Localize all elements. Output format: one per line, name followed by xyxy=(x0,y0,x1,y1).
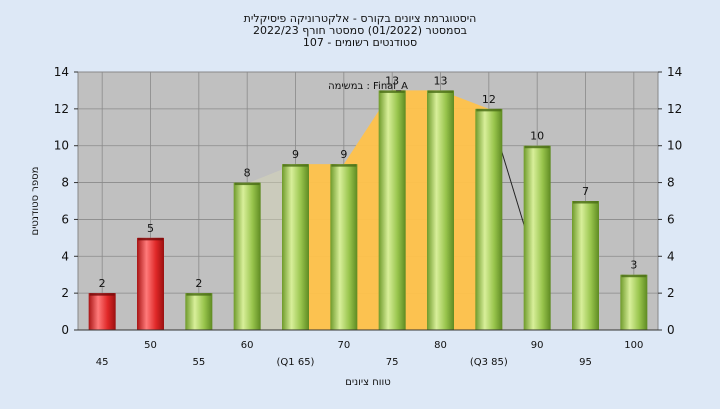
y-tick-right-4: 4 xyxy=(667,249,675,263)
y-tick-left-8: 8 xyxy=(61,176,69,190)
y-tick-right-6: 6 xyxy=(667,212,675,226)
bar-cap-95 xyxy=(573,201,598,204)
y-axis-label: מספר סטודנטים xyxy=(30,167,41,236)
x-tick-label-4: (Q1 65) xyxy=(277,357,315,368)
x-tick-label-3: 60 xyxy=(241,340,254,351)
bar-cap-(Q1 65) xyxy=(283,164,308,167)
bar-50 xyxy=(137,237,164,330)
data-label-55: 2 xyxy=(195,277,202,290)
data-label-95: 7 xyxy=(582,185,589,198)
x-tick-label-8: (Q3 85) xyxy=(470,357,508,368)
x-tick-label-5: 70 xyxy=(337,340,350,351)
bar-80 xyxy=(427,90,454,330)
chart-title-line-1: היסטוגרמת ציונים בקורס - אלקטרוניקה פיסי… xyxy=(244,12,477,25)
data-label-90: 10 xyxy=(530,130,544,143)
data-label-45: 2 xyxy=(99,277,106,290)
y-tick-left-0: 0 xyxy=(61,323,69,337)
bar-cap-60 xyxy=(234,182,260,186)
bar-45 xyxy=(88,293,116,330)
bar-55 xyxy=(185,293,213,330)
y-tick-right-10: 10 xyxy=(667,139,682,153)
x-tick-label-1: 50 xyxy=(144,340,157,351)
data-label-80: 13 xyxy=(434,74,448,87)
y-tick-right-0: 0 xyxy=(667,323,675,337)
x-tick-label-9: 90 xyxy=(531,340,544,351)
chart-title-line-2: בסמסטר (01/2022) סמסטר חורף 2022/23 xyxy=(253,24,467,37)
y-tick-left-2: 2 xyxy=(61,286,69,300)
y-tick-left-6: 6 xyxy=(61,212,69,226)
bar-90 xyxy=(523,145,551,330)
bar-cap-(Q3 85) xyxy=(476,108,502,112)
bar-100 xyxy=(620,274,648,330)
y-tick-left-10: 10 xyxy=(54,139,69,153)
y-tick-right-2: 2 xyxy=(667,286,675,300)
bars-layer: 2 5 2 8 9 9 13 13 12 10 7 3 xyxy=(88,74,648,330)
bar-cap-70 xyxy=(331,164,357,167)
bar-60 xyxy=(233,182,261,330)
x-tick-label-0: 45 xyxy=(96,357,109,368)
data-label-70: 9 xyxy=(340,148,347,161)
bar-(Q3 85) xyxy=(475,108,503,330)
bar-cap-50 xyxy=(138,237,163,241)
data-label-75: 13 xyxy=(385,74,399,87)
y-tick-left-14: 14 xyxy=(54,65,69,79)
data-label-100: 3 xyxy=(630,259,637,272)
y-tick-right-14: 14 xyxy=(667,65,682,79)
bar-cap-75 xyxy=(379,90,405,93)
data-label-50: 5 xyxy=(147,222,154,235)
bar-cap-90 xyxy=(524,145,550,149)
annotation-label: במשימה : Final_A xyxy=(328,81,408,92)
x-tick-label-11: 100 xyxy=(624,340,643,351)
bar-cap-55 xyxy=(186,293,212,296)
bar-70 xyxy=(330,164,358,330)
bar-75 xyxy=(378,90,406,330)
bar-cap-45 xyxy=(89,293,115,296)
y-tick-left-4: 4 xyxy=(61,249,69,263)
y-tick-left-12: 12 xyxy=(54,102,69,116)
x-axis-label: טווח ציונים xyxy=(345,377,390,388)
x-tick-label-10: 95 xyxy=(579,357,592,368)
bar-cap-100 xyxy=(621,274,647,278)
y-tick-right-8: 8 xyxy=(667,176,675,190)
axes-layer: 0 0 2 2 4 4 6 6 8 8 10 10 12 12 14 14 45 50 55 60 (Q1 65) 70 7… xyxy=(54,65,683,368)
data-label-(Q3 85): 12 xyxy=(482,93,496,106)
bar-95 xyxy=(572,201,599,330)
x-tick-label-2: 55 xyxy=(192,357,205,368)
x-tick-label-6: 75 xyxy=(386,357,399,368)
bar-cap-80 xyxy=(428,90,453,93)
bar-(Q1 65) xyxy=(282,164,309,330)
data-label-60: 8 xyxy=(244,167,251,180)
chart-title-line-3: סטודנטים רשומים - 107 xyxy=(303,36,417,49)
data-label-(Q1 65): 9 xyxy=(292,148,299,161)
x-tick-label-7: 80 xyxy=(434,340,447,351)
y-tick-right-12: 12 xyxy=(667,102,682,116)
